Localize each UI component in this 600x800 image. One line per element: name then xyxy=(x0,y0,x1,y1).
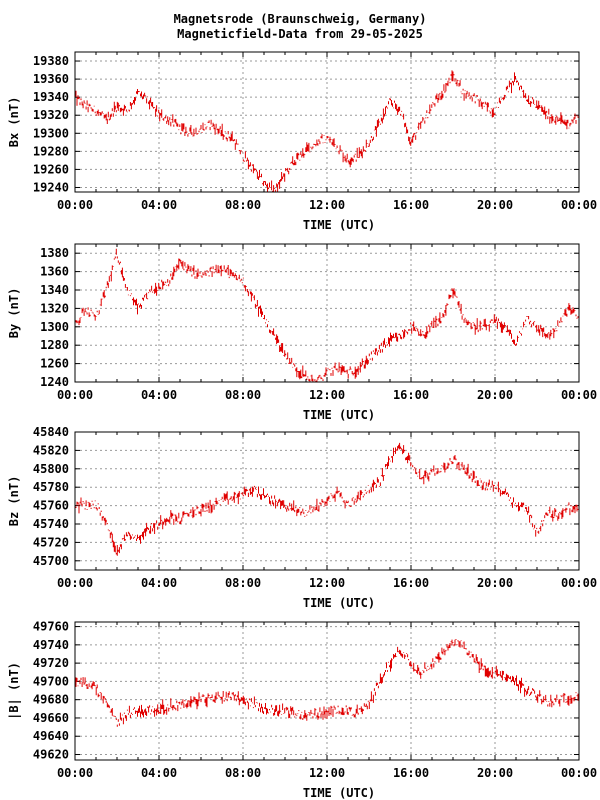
y-tick-label: 1360 xyxy=(40,265,69,279)
title-date: Magneticfield-Data from 29-05-2025 xyxy=(177,27,423,41)
y-tick-label: 49680 xyxy=(33,693,69,707)
chart-title: Magnetsrode (Braunschweig, Germany) Magn… xyxy=(0,12,600,42)
x-tick-label: 12:00 xyxy=(309,198,345,212)
y-tick-label: 19340 xyxy=(33,90,69,104)
y-axis-label: Bz (nT) xyxy=(7,476,21,527)
x-axis-label: TIME (UTC) xyxy=(303,786,375,800)
x-tick-label: 12:00 xyxy=(309,576,345,590)
y-tick-label: 49700 xyxy=(33,674,69,688)
x-tick-label: 20:00 xyxy=(477,198,513,212)
y-tick-label: 49720 xyxy=(33,656,69,670)
x-tick-label: 00:00 xyxy=(57,576,93,590)
y-tick-label: 19360 xyxy=(33,72,69,86)
y-tick-label: 49620 xyxy=(33,748,69,762)
plot-frame xyxy=(74,621,580,761)
x-tick-label: 12:00 xyxy=(309,388,345,402)
y-axis-label: |B| (nT) xyxy=(7,662,21,720)
y-tick-label: 19380 xyxy=(33,54,69,68)
y-tick-label: 49660 xyxy=(33,711,69,725)
x-axis-label: TIME (UTC) xyxy=(303,218,375,232)
x-tick-label: 04:00 xyxy=(141,198,177,212)
x-tick-label: 04:00 xyxy=(141,576,177,590)
x-tick-label: 00:00 xyxy=(561,388,597,402)
y-tick-label: 19320 xyxy=(33,108,69,122)
y-tick-label: 45800 xyxy=(33,462,69,476)
x-tick-label: 20:00 xyxy=(477,388,513,402)
x-tick-label: 00:00 xyxy=(57,198,93,212)
y-tick-label: 1280 xyxy=(40,338,69,352)
y-tick-label: 19240 xyxy=(33,180,69,194)
y-tick-label: 1320 xyxy=(40,301,69,315)
x-tick-label: 08:00 xyxy=(225,198,261,212)
x-tick-label: 08:00 xyxy=(225,388,261,402)
plot-frame xyxy=(74,51,580,193)
x-tick-label: 08:00 xyxy=(225,766,261,780)
y-tick-label: 49760 xyxy=(33,620,69,634)
x-tick-label: 04:00 xyxy=(141,766,177,780)
x-tick-label: 00:00 xyxy=(561,576,597,590)
x-tick-label: 08:00 xyxy=(225,576,261,590)
x-tick-label: 16:00 xyxy=(393,388,429,402)
y-tick-label: 45840 xyxy=(33,425,69,439)
plot-frame xyxy=(74,431,580,571)
x-axis-label: TIME (UTC) xyxy=(303,408,375,422)
y-tick-label: 49640 xyxy=(33,729,69,743)
plot-frame xyxy=(74,243,580,383)
x-tick-label: 16:00 xyxy=(393,198,429,212)
x-tick-label: 16:00 xyxy=(393,766,429,780)
x-tick-label: 20:00 xyxy=(477,576,513,590)
x-tick-label: 00:00 xyxy=(57,766,93,780)
x-tick-label: 00:00 xyxy=(57,388,93,402)
x-axis-label: TIME (UTC) xyxy=(303,596,375,610)
title-station: Magnetsrode (Braunschweig, Germany) xyxy=(173,12,427,26)
y-tick-label: 45740 xyxy=(33,517,69,531)
y-tick-label: 1300 xyxy=(40,320,69,334)
x-tick-label: 04:00 xyxy=(141,388,177,402)
y-tick-label: 19280 xyxy=(33,144,69,158)
y-tick-label: 49740 xyxy=(33,638,69,652)
x-tick-label: 12:00 xyxy=(309,766,345,780)
x-tick-label: 16:00 xyxy=(393,576,429,590)
y-tick-label: 45700 xyxy=(33,554,69,568)
x-tick-label: 00:00 xyxy=(561,198,597,212)
y-tick-label: 45760 xyxy=(33,499,69,513)
y-tick-label: 1240 xyxy=(40,375,69,389)
y-tick-label: 1340 xyxy=(40,283,69,297)
y-tick-label: 45820 xyxy=(33,443,69,457)
y-tick-label: 19260 xyxy=(33,162,69,176)
x-tick-label: 00:00 xyxy=(561,766,597,780)
y-axis-label: By (nT) xyxy=(7,288,21,339)
y-tick-label: 45720 xyxy=(33,535,69,549)
x-tick-label: 20:00 xyxy=(477,766,513,780)
y-tick-label: 1260 xyxy=(40,357,69,371)
y-tick-label: 45780 xyxy=(33,480,69,494)
y-axis-label: Bx (nT) xyxy=(7,97,21,148)
y-tick-label: 1380 xyxy=(40,246,69,260)
y-tick-label: 19300 xyxy=(33,126,69,140)
